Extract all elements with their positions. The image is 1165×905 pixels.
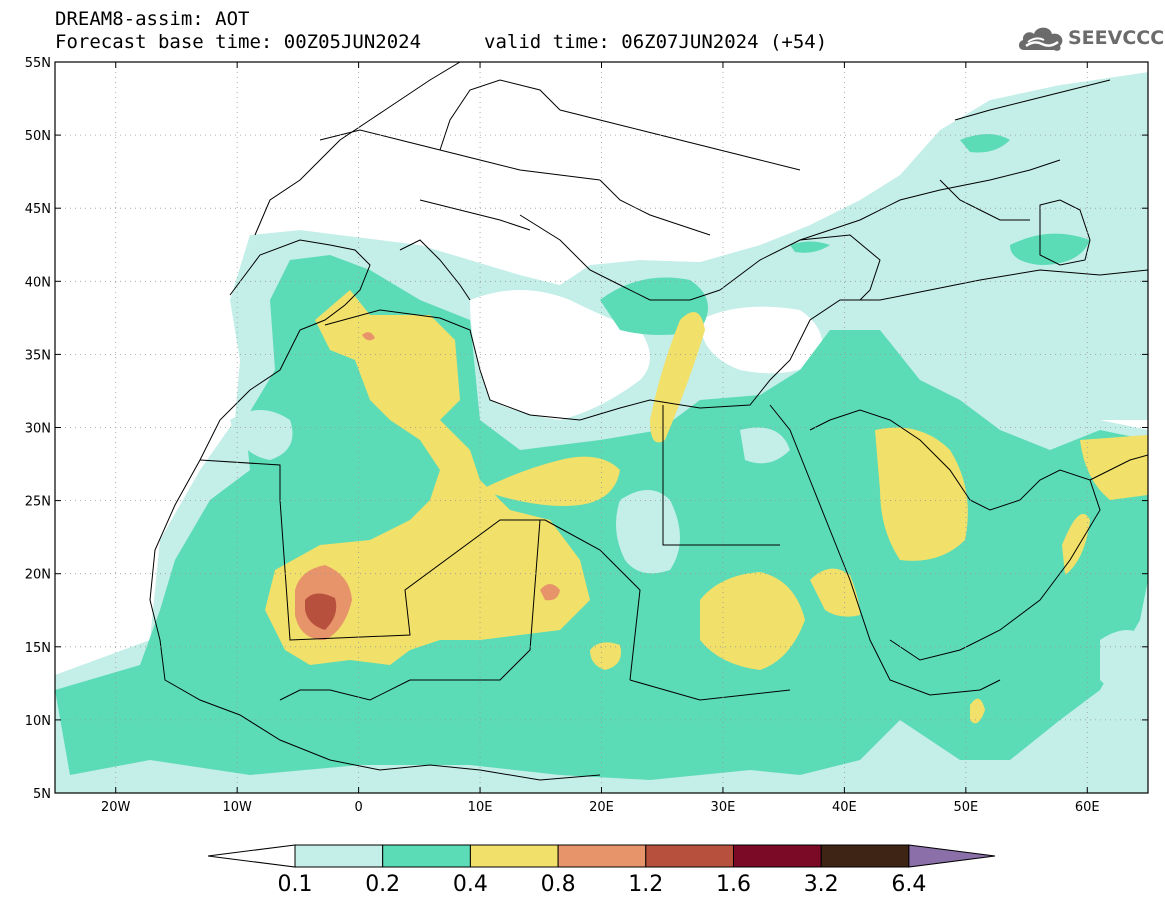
colorbar-under-arrow — [207, 844, 296, 868]
colorbar-segment — [820, 844, 910, 868]
lat-tick-label: 45N — [25, 202, 51, 217]
lat-tick-label: 10N — [25, 714, 51, 729]
lon-tick-label: 10W — [222, 800, 252, 815]
lon-tick-label: 20W — [101, 800, 131, 815]
lon-tick-label: 30E — [711, 800, 736, 815]
map-plot-area — [55, 62, 1148, 793]
colorbar-label: 0.4 — [453, 872, 488, 897]
colorbar-label: 1.6 — [716, 872, 751, 897]
colorbar-segment — [733, 844, 822, 868]
aot-level-1.2 — [305, 593, 337, 630]
lat-tick-label: 55N — [25, 56, 51, 71]
colorbar-label: 0.1 — [278, 872, 313, 897]
colorbar-segment — [645, 844, 734, 868]
colorbar-over-arrow — [908, 844, 996, 868]
aot-level-0.4 — [265, 290, 1148, 724]
aot-level-0.1-inner — [230, 410, 1148, 694]
colorbar-label: 3.2 — [804, 872, 839, 897]
lat-tick-label: 35N — [25, 348, 51, 363]
colorbar-label: 1.2 — [628, 872, 663, 897]
logo-text: SEEVCCC — [1068, 27, 1165, 49]
lat-tick-label: 25N — [25, 495, 51, 510]
graticule — [55, 62, 1148, 793]
longitude-axis: 20W 10W 0 10E 20E 30E 40E 50E 60E — [101, 62, 1100, 815]
lat-tick-label: 30N — [25, 422, 51, 437]
lon-tick-label: 10E — [468, 800, 493, 815]
valid-time: valid time: 06Z07JUN2024 (+54) — [484, 31, 828, 53]
lon-tick-label: 20E — [589, 800, 614, 815]
map-title: DREAM8-assim: AOT — [55, 8, 250, 30]
colorbar-segment — [469, 844, 559, 868]
latitude-axis: 55N 50N 45N 40N 35N 30N 25N 20N 15N 10N 5N — [25, 56, 1148, 802]
lon-tick-label: 50E — [953, 800, 978, 815]
colorbar-segment — [382, 844, 471, 868]
colorbar: 0.1 0.2 0.4 0.8 1.2 1.6 3.2 6.4 — [207, 844, 996, 897]
lat-tick-label: 5N — [33, 787, 51, 802]
lat-tick-label: 50N — [25, 129, 51, 144]
coastlines-and-borders — [149, 62, 1148, 781]
colorbar-label: 0.8 — [541, 872, 576, 897]
lon-tick-label: 0 — [354, 800, 362, 815]
cloud-icon — [1018, 27, 1063, 51]
colorbar-segment — [294, 844, 384, 868]
lat-tick-label: 15N — [25, 641, 51, 656]
colorbar-segment — [557, 844, 647, 868]
forecast-base-time: Forecast base time: 00Z05JUN2024 — [55, 31, 422, 53]
lat-tick-label: 40N — [25, 275, 51, 290]
lon-tick-label: 40E — [832, 800, 857, 815]
colorbar-label: 6.4 — [891, 872, 926, 897]
lat-tick-label: 20N — [25, 568, 51, 583]
seevccc-logo: SEEVCCC — [1016, 20, 1164, 56]
colorbar-label: 0.2 — [365, 872, 400, 897]
lon-tick-label: 60E — [1075, 800, 1100, 815]
